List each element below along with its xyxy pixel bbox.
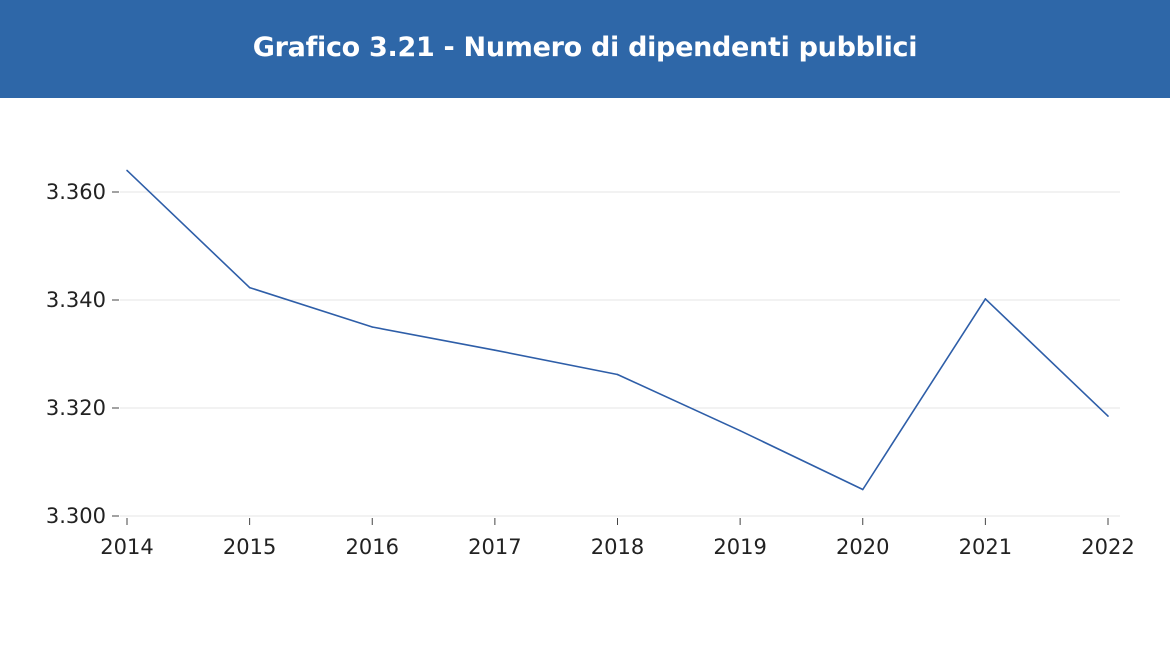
x-tick-label: 2021 <box>959 535 1012 559</box>
y-tick-label: 3.320 <box>46 396 106 420</box>
grid-lines <box>120 191 1120 517</box>
x-tick-label: 2014 <box>100 535 153 559</box>
x-tick-label: 2017 <box>468 535 521 559</box>
data-point <box>126 169 128 172</box>
data-point <box>494 349 496 352</box>
data-point <box>371 326 374 328</box>
x-tick-label: 2022 <box>1081 535 1134 559</box>
x-tick-label: 2015 <box>223 535 276 559</box>
chart-title: Grafico 3.21 - Numero di dipendenti pubb… <box>252 31 918 63</box>
y-tick-label: 3.340 <box>46 288 106 312</box>
data-point <box>739 429 741 432</box>
x-axis: 2014 2015 2016 2017 2018 2019 2020 2021 2022 <box>100 518 1135 559</box>
x-tick-label: 2019 <box>713 535 766 559</box>
data-point <box>616 373 619 376</box>
x-tick-label: 2016 <box>346 535 399 559</box>
data-point <box>1107 415 1109 417</box>
data-point <box>861 488 864 491</box>
series-layer <box>126 169 1109 491</box>
y-axis: 3.300 3.320 3.340 3.360 <box>46 180 119 528</box>
data-point <box>248 286 251 289</box>
y-tick-label: 3.300 <box>46 504 106 528</box>
series-line <box>126 169 1109 491</box>
x-tick-label: 2020 <box>836 535 889 559</box>
chart-header: Grafico 3.21 - Numero di dipendenti pubb… <box>0 0 1170 98</box>
x-tick-label: 2018 <box>591 535 644 559</box>
data-point <box>984 298 987 300</box>
y-tick-label: 3.360 <box>46 180 106 204</box>
